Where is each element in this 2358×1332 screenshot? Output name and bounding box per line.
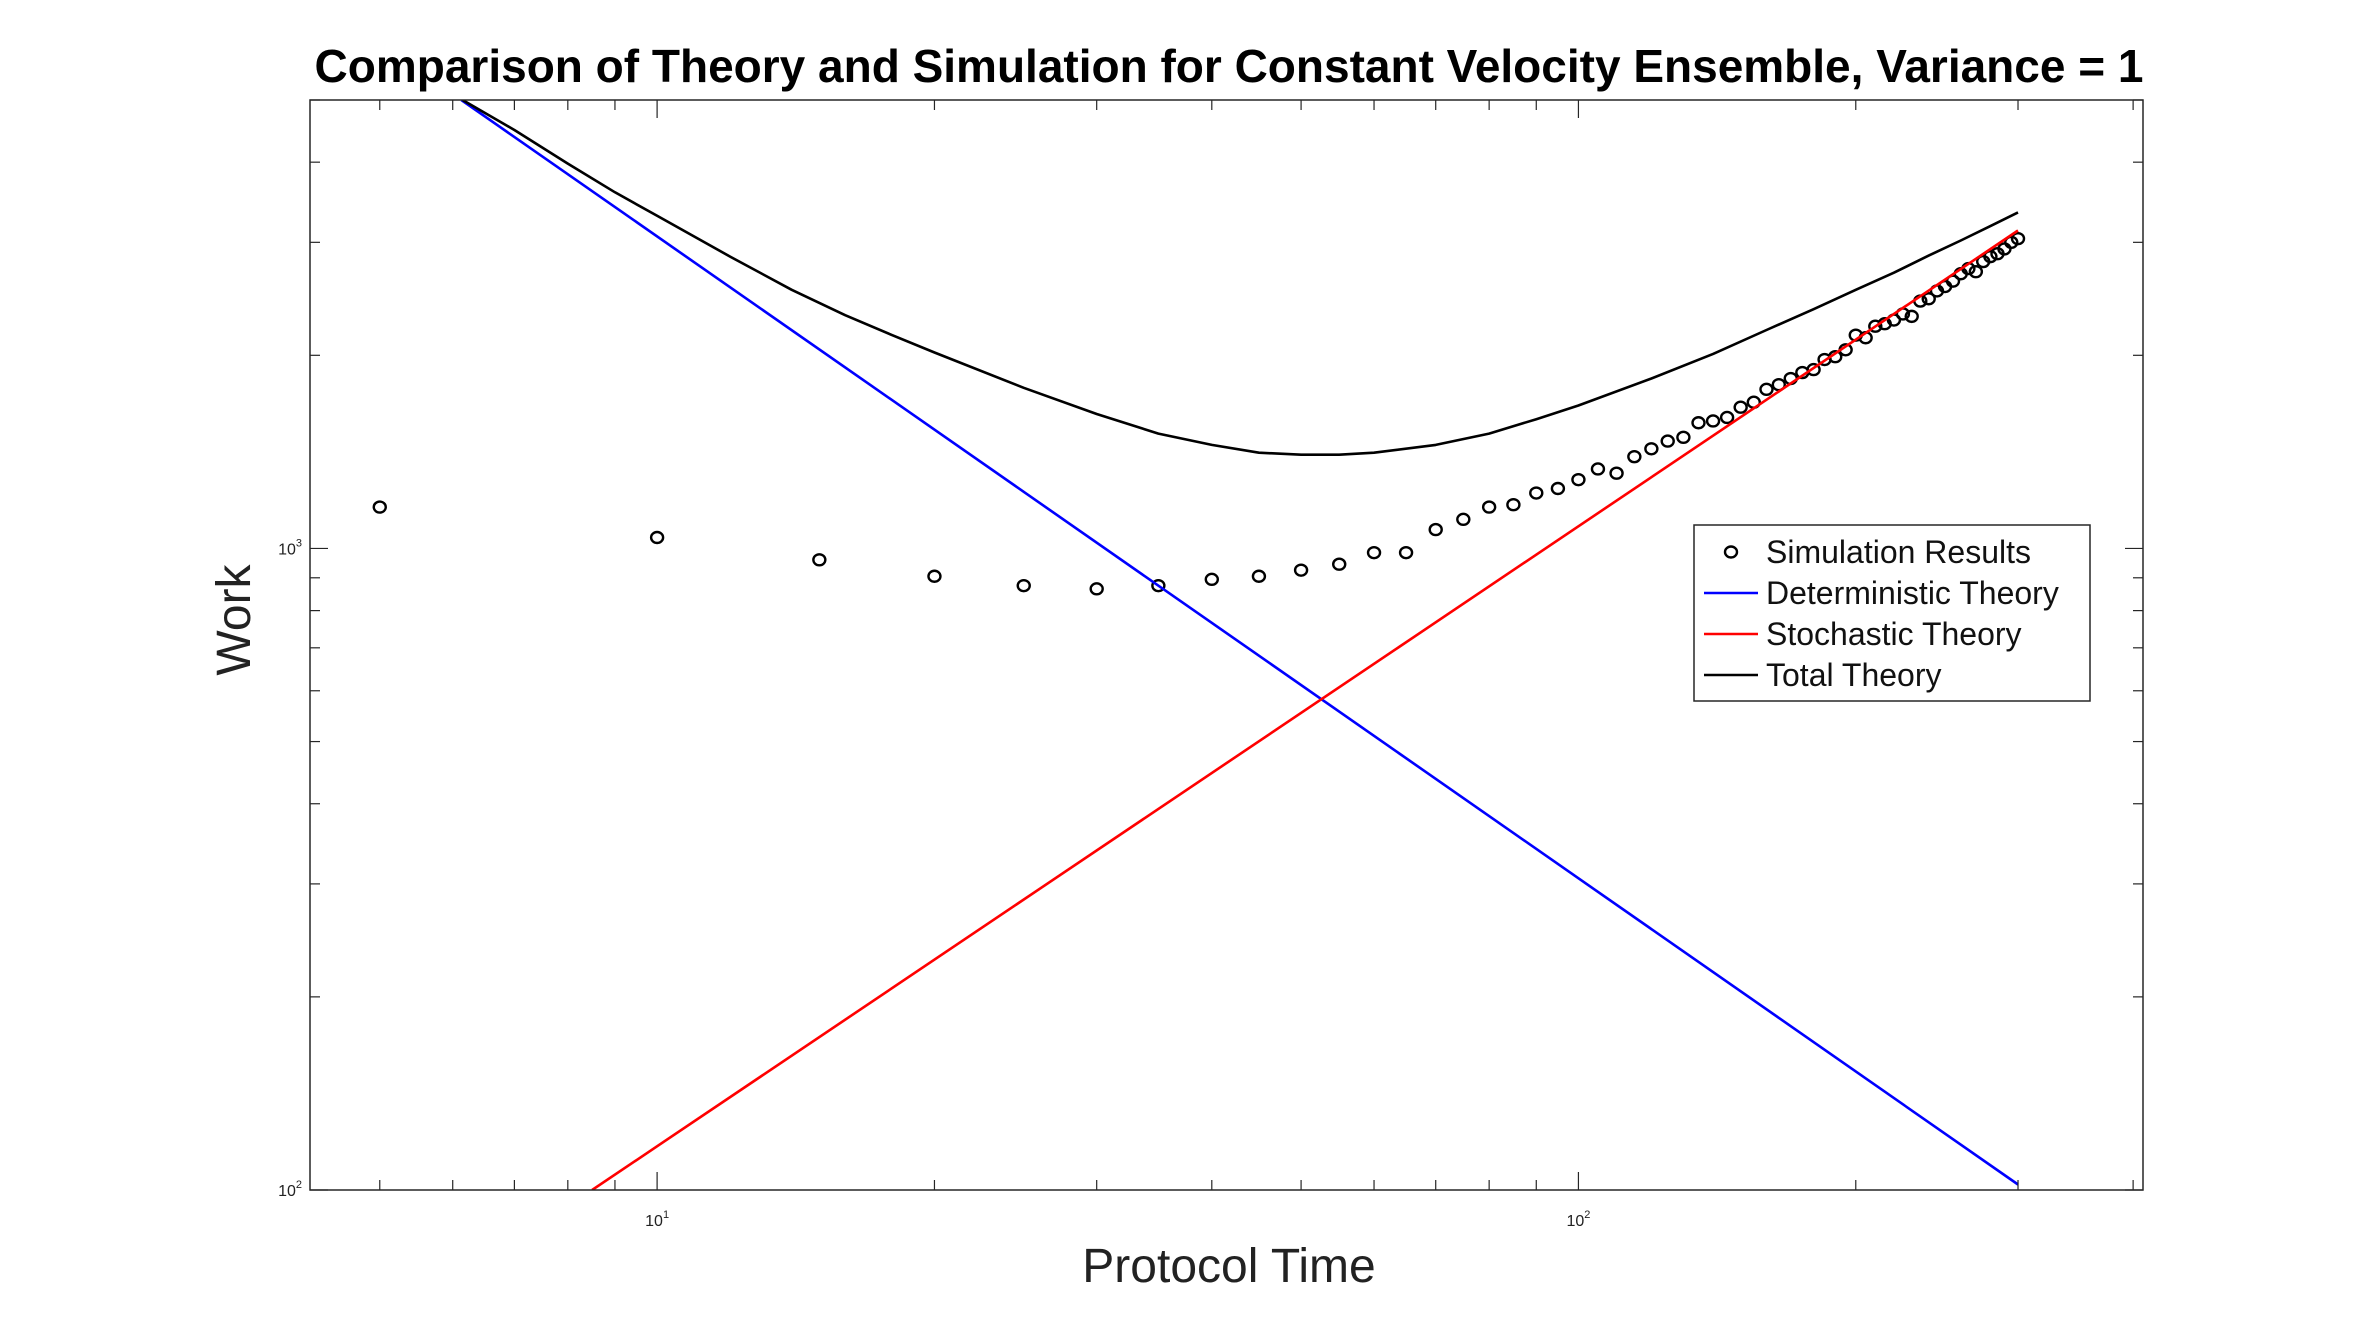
legend-entry-stochastic-theory: Stochastic Theory bbox=[1766, 616, 2022, 652]
simulation-point bbox=[1506, 497, 1521, 512]
simulation-point bbox=[1293, 563, 1309, 577]
simulation-point bbox=[1571, 472, 1586, 487]
simulation-point bbox=[1733, 400, 1748, 414]
axis-ticks: 101 102 102 103 bbox=[278, 99, 2143, 1230]
series-layer bbox=[372, 100, 2026, 1190]
simulation-point bbox=[1676, 430, 1691, 445]
total-theory-line bbox=[461, 100, 2019, 457]
simulation-point bbox=[1366, 545, 1382, 560]
stochastic-theory-line bbox=[591, 229, 2019, 1190]
simulation-point bbox=[1529, 486, 1544, 500]
simulation-point bbox=[1481, 500, 1497, 514]
plot-area-frame bbox=[309, 99, 2144, 1191]
x-tick-label: 102 bbox=[1566, 1209, 1590, 1230]
x-tick-label: 101 bbox=[645, 1209, 669, 1230]
simulation-point bbox=[1705, 414, 1721, 428]
simulation-point bbox=[372, 500, 387, 514]
simulation-point bbox=[1806, 362, 1821, 377]
simulation-point bbox=[1719, 410, 1735, 425]
legend-entry-total-theory: Total Theory bbox=[1766, 657, 1942, 693]
simulation-point bbox=[1151, 578, 1166, 593]
simulation-point bbox=[1609, 466, 1624, 480]
simulation-point bbox=[812, 553, 827, 567]
y-tick-label: 102 bbox=[278, 1179, 302, 1200]
simulation-point bbox=[1868, 319, 1883, 333]
simulation-point bbox=[1016, 578, 1031, 593]
legend-swatch-simulation-results bbox=[1723, 545, 1739, 559]
simulation-point bbox=[1983, 249, 1998, 264]
simulation-point bbox=[2010, 231, 2026, 246]
deterministic-theory-line bbox=[460, 100, 2019, 1186]
simulation-point bbox=[1968, 264, 1984, 279]
chart-title: Comparison of Theory and Simulation for … bbox=[315, 40, 2144, 92]
legend-entry-deterministic-theory: Deterministic Theory bbox=[1766, 575, 2059, 611]
legend: Simulation Results Deterministic Theory St… bbox=[1693, 524, 2091, 702]
simulation-point bbox=[1456, 512, 1471, 527]
x-axis-label: Protocol Time bbox=[1082, 1240, 1375, 1293]
simulation-point bbox=[1204, 572, 1219, 587]
legend-box bbox=[1693, 524, 2091, 702]
simulation-point bbox=[1332, 557, 1347, 571]
simulation-point bbox=[1921, 292, 1936, 306]
simulation-point bbox=[1550, 481, 1566, 496]
simulation-point bbox=[1660, 434, 1675, 448]
legend-entry-simulation-results: Simulation Results bbox=[1766, 534, 2031, 570]
y-tick-label: 103 bbox=[278, 537, 302, 558]
simulation-point bbox=[927, 569, 942, 583]
simulation-point bbox=[1590, 462, 1606, 476]
simulation-point bbox=[1691, 416, 1706, 430]
simulation-point bbox=[649, 530, 665, 545]
simulation-point bbox=[1904, 309, 1919, 324]
y-axis-label: Work bbox=[208, 563, 261, 675]
simulation-point bbox=[1089, 582, 1104, 596]
simulation-point bbox=[1428, 522, 1443, 537]
simulation-point bbox=[1627, 449, 1642, 464]
simulation-point bbox=[1251, 569, 1267, 583]
simulation-point bbox=[1644, 442, 1659, 456]
simulation-point bbox=[1759, 382, 1774, 397]
simulation-point bbox=[1398, 545, 1414, 560]
